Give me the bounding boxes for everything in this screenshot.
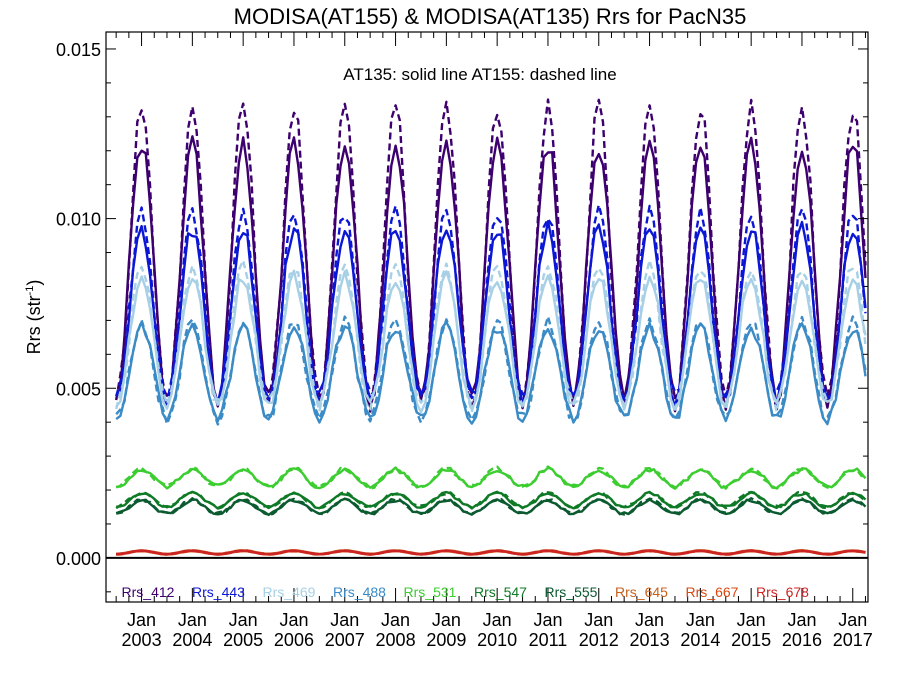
series-line-rrs-678-at155 [116, 549, 866, 556]
x-tick-month-label: Jan [330, 610, 359, 630]
x-tick-year-label: 2010 [477, 630, 517, 650]
series-line-rrs-555-at155 [115, 497, 867, 516]
x-tick-year-label: 2012 [579, 630, 619, 650]
x-tick-month-label: Jan [229, 610, 258, 630]
y-axis-label: Rrs (str-1) [24, 280, 44, 355]
x-tick-month-label: Jan [127, 610, 156, 630]
legend-entry: Rrs_531 [404, 584, 457, 600]
plot-frame [105, 31, 869, 603]
x-tick-month-label: Jan [483, 610, 512, 630]
y-tick-label: 0.010 [56, 210, 101, 230]
series-line-rrs-412-at135 [115, 135, 867, 411]
x-tick-year-label: 2008 [376, 630, 416, 650]
x-tick-year-label: 2015 [731, 630, 771, 650]
y-axis-ticks: 0.000 0.005 0.010 0.015 [56, 40, 868, 593]
line-style-annotation: AT135: solid line AT155: dashed line [343, 65, 616, 84]
series-layer [115, 98, 867, 556]
x-tick-year-label: 2016 [782, 630, 822, 650]
series-line-rrs-469-at155 [115, 259, 867, 414]
x-tick-month-label: Jan [737, 610, 766, 630]
x-tick-month-label: Jan [635, 610, 664, 630]
series-line-rrs-531-at155 [115, 465, 867, 490]
x-tick-month-label: Jan [178, 610, 207, 630]
y-tick-label: 0.015 [56, 40, 101, 60]
x-tick-year-label: 2014 [680, 630, 720, 650]
series-line-rrs-412-at155 [115, 98, 867, 413]
x-tick-month-label: Jan [381, 610, 410, 630]
legend-entry: Rrs_667 [686, 584, 739, 600]
series-line-rrs-469-at135 [115, 269, 867, 414]
x-tick-year-label: 2013 [630, 630, 670, 650]
x-tick-year-label: 2011 [529, 630, 568, 650]
x-tick-year-label: 2009 [426, 630, 466, 650]
x-tick-year-label: 2007 [325, 630, 365, 650]
x-tick-year-label: 2003 [122, 630, 162, 650]
legend-entry: Rrs_488 [333, 584, 386, 600]
x-tick-month-label: Jan [533, 610, 562, 630]
y-axis-label-close: ) [24, 280, 44, 286]
legend-entry: Rrs_469 [263, 584, 316, 600]
x-tick-year-label: 2005 [223, 630, 263, 650]
y-axis-label-main: Rrs (str [24, 295, 44, 354]
x-tick-month-label: Jan [787, 610, 816, 630]
x-tick-month-label: Jan [584, 610, 613, 630]
x-tick-month-label: Jan [686, 610, 715, 630]
legend-entry: Rrs_443 [192, 584, 245, 600]
legend: Rrs_412 Rrs_443 Rrs_469 Rrs_488 Rrs_531 Rrs_5… [122, 584, 810, 600]
legend-entry: Rrs_678 [756, 584, 809, 600]
series-line-rrs-488-at155 [115, 315, 867, 426]
legend-entry: Rrs_412 [122, 584, 175, 600]
chart-title: MODISA(AT155) & MODISA(AT135) Rrs for Pa… [234, 4, 747, 29]
y-axis-label-superscript: -1 [24, 286, 36, 296]
x-tick-year-label: 2017 [833, 630, 873, 650]
series-line-rrs-547-at155 [115, 490, 867, 510]
x-tick-year-label: 2004 [172, 630, 212, 650]
y-tick-label: 0.005 [56, 379, 101, 399]
x-axis-ticks: Jan2003Jan2004Jan2005Jan2006Jan2007Jan20… [115, 32, 873, 650]
x-tick-month-label: Jan [279, 610, 308, 630]
x-tick-month-label: Jan [838, 610, 867, 630]
legend-entry: Rrs_645 [615, 584, 668, 600]
legend-entry: Rrs_555 [545, 584, 598, 600]
x-tick-month-label: Jan [432, 610, 461, 630]
series-line-rrs-443-at155 [115, 203, 867, 408]
x-tick-year-label: 2006 [274, 630, 314, 650]
y-tick-label: 0.000 [56, 549, 101, 569]
legend-entry: Rrs_547 [474, 584, 527, 600]
